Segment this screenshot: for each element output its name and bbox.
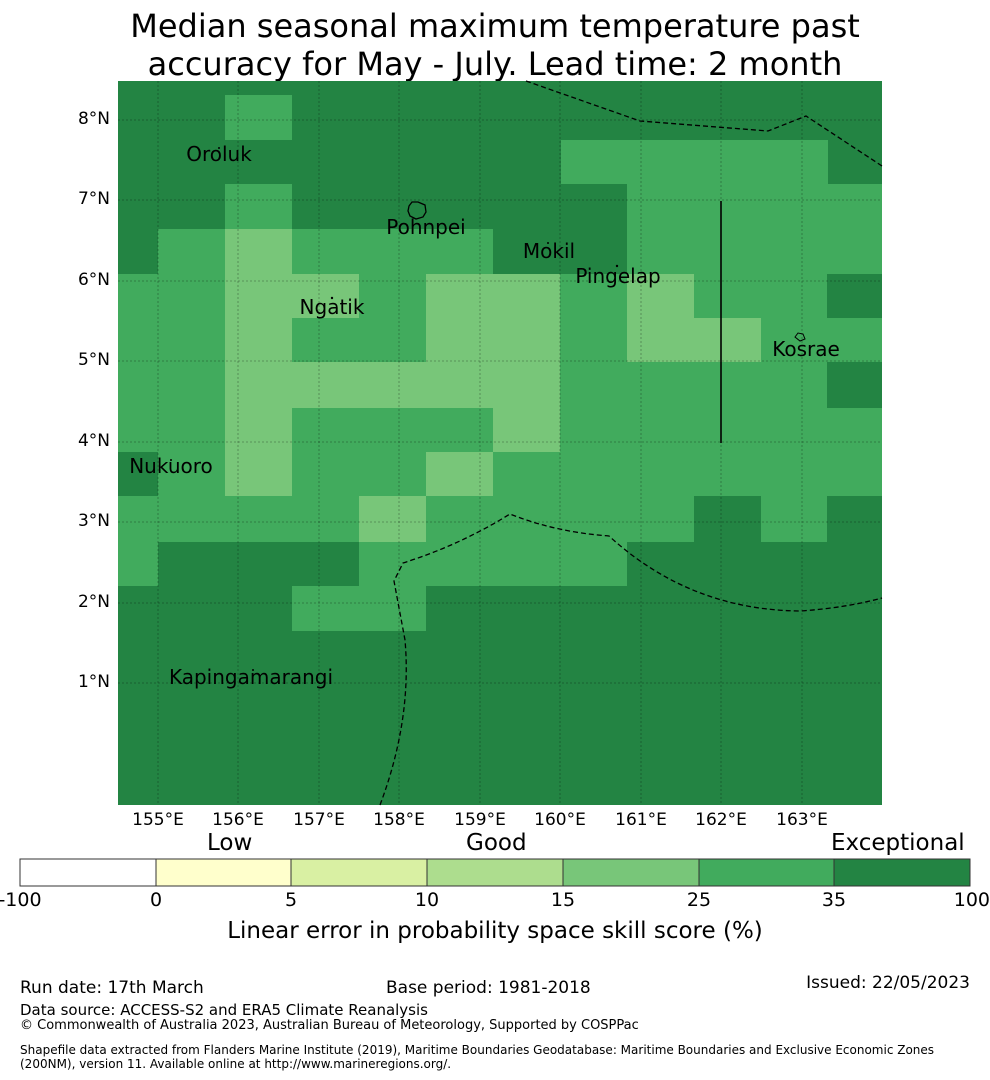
colorbar-segment-35-100	[833, 858, 971, 887]
lat-label-5n: 5°N	[77, 350, 110, 370]
lon-label-163e: 163°E	[776, 810, 828, 830]
map-title-line-1: Median seasonal maximum temperature past	[130, 7, 860, 45]
lat-label-7n: 7°N	[77, 189, 110, 209]
oroluk-atoll	[218, 147, 220, 149]
place-label-pohnpei: Pohnpei	[386, 215, 466, 239]
colorbar-segment-neg100-0	[19, 858, 157, 887]
place-label-kapingamarangi: Kapingamarangi	[169, 665, 333, 689]
colorbar-tick-15: 15	[550, 889, 576, 911]
place-label-mokil: Mokil	[523, 239, 575, 263]
lon-label-161e: 161°E	[615, 810, 667, 830]
eez-boundaries	[379, 80, 883, 806]
copyright: © Commonwealth of Australia 2023, Austra…	[20, 1018, 639, 1033]
colorbar-segment-5-10	[290, 858, 428, 887]
lat-label-4n: 4°N	[77, 431, 110, 451]
pohnpei-island-outline	[407, 201, 427, 220]
skill-region-15-25	[225, 229, 761, 542]
shapefile-credit-line-2: (200NM), version 11. Available online at…	[20, 1057, 452, 1071]
place-label-kosrae: Kosrae	[772, 337, 840, 361]
lon-label-157e: 157°E	[293, 810, 345, 830]
colorbar-tick-neg100: -100	[0, 889, 42, 911]
colorbar-tick-25: 25	[686, 889, 712, 911]
colorbar-tick-35: 35	[821, 889, 847, 911]
lat-label-1n: 1°N	[77, 672, 110, 692]
lon-label-160e: 160°E	[534, 810, 586, 830]
kapingamarangi-atoll	[252, 669, 254, 671]
colorbar-segment-15-25	[562, 858, 700, 887]
colorbar-segment-10-15	[426, 858, 564, 887]
base-period: Base period: 1981-2018	[386, 978, 591, 998]
skill-region-35-100	[118, 229, 882, 542]
run-date: Run date: 17th March	[20, 978, 204, 998]
lon-label-159e: 159°E	[454, 810, 506, 830]
issued-date: Issued: 22/05/2023	[806, 973, 970, 993]
place-label-pingelap: Pingelap	[575, 264, 660, 288]
kosrae-island-outline	[794, 332, 806, 342]
colorbar-label: Linear error in probability space skill …	[227, 918, 763, 944]
colorbar	[19, 858, 971, 887]
colorbar-tick-100: 100	[953, 889, 990, 911]
shapefile-credit-line-1: Shapefile data extracted from Flanders M…	[20, 1043, 935, 1057]
place-label-ngatik: Ngatik	[300, 295, 365, 319]
shapefile-credit: Shapefile data extracted from Flanders M…	[20, 1043, 980, 1071]
lon-label-158e: 158°E	[373, 810, 425, 830]
map-title-line-2: accuracy for May - July. Lead time: 2 mo…	[147, 45, 843, 83]
ngatik-atoll	[330, 296, 334, 300]
pingelap-atoll	[615, 264, 619, 268]
place-label-oroluk: Oroluk	[186, 142, 252, 166]
colorbar-tick-0: 0	[149, 889, 163, 911]
colorbar-category-low: Low	[207, 830, 253, 856]
nukuoro-atoll	[170, 459, 172, 461]
colorbar-tick-10: 10	[414, 889, 440, 911]
colorbar-tick-5: 5	[284, 889, 298, 911]
colorbar-segment-0-5	[155, 858, 292, 887]
lon-label-156e: 156°E	[212, 810, 264, 830]
lat-label-8n: 8°N	[77, 109, 110, 129]
colorbar-category-exceptional: Exceptional	[831, 830, 965, 856]
lon-label-162e: 162°E	[695, 810, 747, 830]
lat-label-3n: 3°N	[77, 511, 110, 531]
data-source: Data source: ACCESS-S2 and ERA5 Climate …	[20, 1001, 428, 1019]
lat-label-2n: 2°N	[77, 592, 110, 612]
colorbar-category-good: Good	[466, 830, 527, 856]
place-label-nukuoro: Nukuoro	[129, 454, 213, 478]
colorbar-segment-25-35	[698, 858, 835, 887]
graticule	[118, 81, 882, 805]
lat-label-6n: 6°N	[77, 270, 110, 290]
lon-label-155e: 155°E	[132, 810, 184, 830]
mokil-atoll	[547, 242, 549, 244]
